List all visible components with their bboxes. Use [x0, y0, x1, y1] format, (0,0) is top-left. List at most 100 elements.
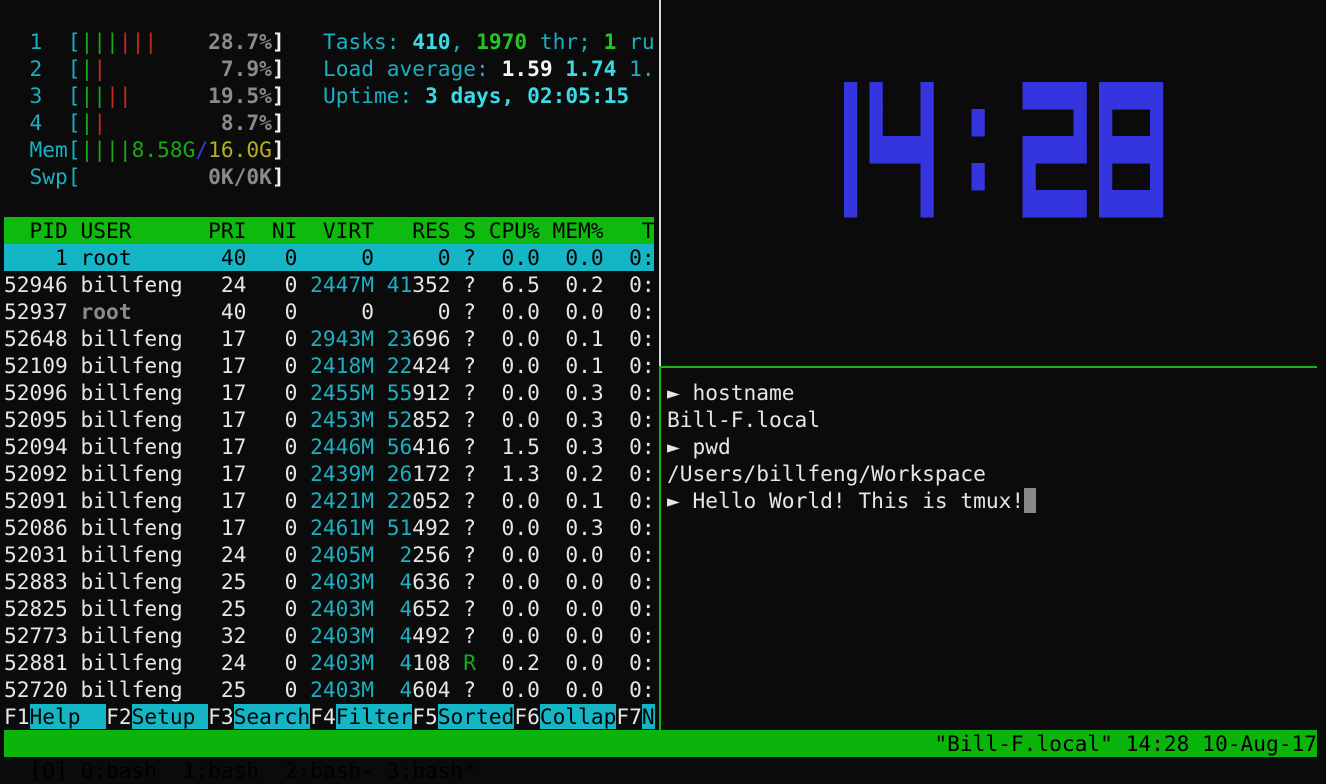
meter-text: 7.9% [220, 56, 272, 81]
process-row[interactable]: 52096 billfeng 17 0 2455M 55912 ? 0.0 0.… [4, 379, 655, 406]
fkey-f5[interactable]: F5 [412, 704, 438, 729]
cpu-mem-time: 1.5 0.3 0: [476, 434, 655, 459]
res-high: 4 [386, 596, 413, 621]
process-row[interactable]: 52091 billfeng 17 0 2421M 22052 ? 0.0 0.… [4, 487, 655, 514]
pri-ni: 24 0 [195, 272, 311, 297]
user: billfeng [80, 434, 196, 459]
pane-divider-horizontal[interactable] [660, 366, 1317, 368]
fkey-label-f1[interactable]: Help [29, 704, 107, 729]
virt: 2403M [310, 650, 374, 675]
process-row[interactable]: 52094 billfeng 17 0 2446M 56416 ? 1.5 0.… [4, 433, 655, 460]
clock-digit-block [1048, 82, 1062, 110]
res-high: 4 [386, 650, 413, 675]
meter-text: 1. [616, 56, 655, 81]
pid: 1 [4, 245, 81, 270]
user: billfeng [80, 596, 196, 621]
clock-digit-block [844, 109, 858, 137]
res-low: 0 [412, 299, 451, 324]
fkey-f7[interactable]: F7 [616, 704, 642, 729]
clock-digit-block [1035, 82, 1049, 110]
fkey-f1[interactable]: F1 [4, 704, 30, 729]
meter-text: ] [271, 164, 285, 189]
process-row[interactable]: 52109 billfeng 17 0 2418M 22424 ? 0.0 0.… [4, 352, 655, 379]
clock-digit-block [1111, 82, 1125, 110]
cpu-mem-time: 0.0 0.0 0: [476, 677, 655, 702]
process-row[interactable]: 52720 billfeng 25 0 2403M 4604 ? 0.0 0.0… [4, 676, 655, 703]
meter-text: | [93, 56, 107, 81]
clock-digit-block [869, 109, 883, 137]
process-row[interactable]: 52773 billfeng 32 0 2403M 4492 ? 0.0 0.0… [4, 622, 655, 649]
meter-text: 16.0G [208, 137, 272, 162]
process-row[interactable]: 52937 root 40 0 0 0 ? 0.0 0.0 0: [4, 298, 655, 325]
fkey-label-f2[interactable]: Setup [131, 704, 209, 729]
state: ? [463, 326, 477, 351]
fkey-label-f4[interactable]: Filter [335, 704, 413, 729]
cpu-mem-time: 0.0 0.3 0: [476, 380, 655, 405]
process-row[interactable]: 52086 billfeng 17 0 2461M 51492 ? 0.0 0.… [4, 514, 655, 541]
state: ? [463, 542, 477, 567]
user: billfeng [80, 623, 196, 648]
pane-divider-top[interactable] [659, 0, 661, 366]
pri-ni: 32 0 [195, 623, 311, 648]
virt: 2418M [310, 353, 374, 378]
clock-digit-block [1048, 136, 1062, 164]
res-low: 416 [412, 434, 451, 459]
user: billfeng [80, 542, 196, 567]
sp [374, 461, 387, 486]
clock-digit-block [1060, 190, 1074, 218]
clock-digit-block [1124, 136, 1138, 164]
virt: 2421M [310, 488, 374, 513]
fkey-f2[interactable]: F2 [106, 704, 132, 729]
meter-text: , [450, 29, 477, 54]
res-high: 51 [386, 515, 413, 540]
meter-text: ] [271, 137, 285, 162]
pid: 52937 [4, 299, 81, 324]
process-row[interactable]: 52946 billfeng 24 0 2447M 41352 ? 6.5 0.… [4, 271, 655, 298]
meter-text: ||| [118, 29, 158, 54]
meter-text: ] [271, 56, 285, 81]
window-tab-2[interactable]: 2:bash- [284, 758, 374, 783]
window-tab-1[interactable]: 1:bash [182, 758, 260, 783]
fkey-f6[interactable]: F6 [514, 704, 540, 729]
process-row[interactable]: 52031 billfeng 24 0 2405M 2256 ? 0.0 0.0… [4, 541, 655, 568]
pri-ni: 17 0 [195, 461, 311, 486]
res-high: 2 [386, 542, 413, 567]
virt: 0 [310, 245, 374, 270]
pid: 52086 [4, 515, 81, 540]
fkey-label-f3[interactable]: Search [233, 704, 311, 729]
fkey-f4[interactable]: F4 [310, 704, 336, 729]
sp [374, 434, 387, 459]
swap-meter: Swp[ 0K/0K] [4, 163, 285, 190]
process-row[interactable]: 52648 billfeng 17 0 2943M 23696 ? 0.0 0.… [4, 325, 655, 352]
process-row[interactable]: 1 root 40 0 0 0 ? 0.0 0.0 0: [4, 244, 655, 271]
cpu-mem-time: 0.0 0.1 0: [476, 353, 655, 378]
process-row[interactable]: 52883 billfeng 25 0 2403M 4636 ? 0.0 0.0… [4, 568, 655, 595]
virt: 2403M [310, 623, 374, 648]
fkey-label-f7[interactable]: N [641, 704, 655, 729]
clock-digit-block [1124, 82, 1138, 110]
pri-ni: 17 0 [195, 515, 311, 540]
fkey-label-f5[interactable]: Sorted [437, 704, 515, 729]
meter-text: | [80, 110, 94, 135]
window-tab-0[interactable]: 0:bash [80, 758, 158, 783]
session-index: [0] [29, 758, 68, 783]
pri-ni: 25 0 [195, 569, 311, 594]
process-row[interactable]: 52092 billfeng 17 0 2439M 26172 ? 1.3 0.… [4, 460, 655, 487]
fkey-label-f6[interactable]: Collap [539, 704, 617, 729]
pid: 52648 [4, 326, 81, 351]
meter-text: 1 [603, 29, 617, 54]
meter-text: ] [271, 29, 285, 54]
pid: 52825 [4, 596, 81, 621]
cpu-mem-time: 0.0 0.1 0: [476, 326, 655, 351]
pid: 52095 [4, 407, 81, 432]
window-tab-3[interactable]: 3:bash* [386, 758, 477, 783]
process-row[interactable]: 52095 billfeng 17 0 2453M 52852 ? 0.0 0.… [4, 406, 655, 433]
output-text: /Users/billfeng/Workspace [667, 461, 986, 486]
process-row[interactable]: 52825 billfeng 25 0 2403M 4652 ? 0.0 0.0… [4, 595, 655, 622]
user: billfeng [80, 569, 196, 594]
user: billfeng [80, 650, 196, 675]
sp [451, 407, 464, 432]
pane-divider-bottom[interactable] [659, 366, 661, 730]
fkey-f3[interactable]: F3 [208, 704, 234, 729]
process-row[interactable]: 52881 billfeng 24 0 2403M 4108 R 0.2 0.0… [4, 649, 655, 676]
